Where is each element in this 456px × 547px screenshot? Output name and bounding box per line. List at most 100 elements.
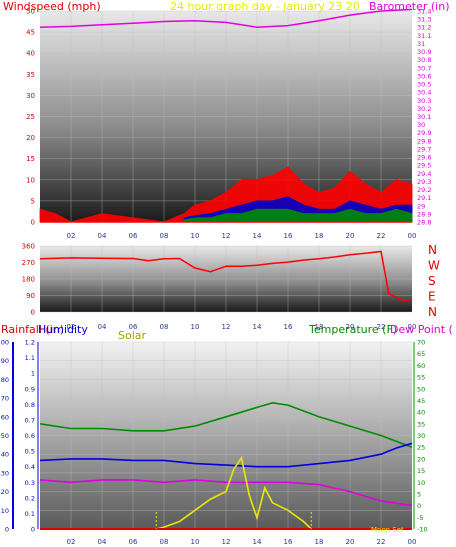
y-tick-label: 0.1: [25, 510, 35, 518]
series-area: [39, 166, 413, 223]
y-tick-label: 30.1: [417, 113, 431, 121]
x-tick-label: 04: [98, 323, 107, 331]
y-tick-label: 30: [1, 469, 9, 477]
y-tick-label: 50: [26, 8, 35, 16]
y-tick-label: 31.4: [417, 8, 431, 16]
x-tick-label: 06: [129, 232, 138, 240]
x-tick-label: 16: [284, 232, 293, 240]
y-tick-label: 5: [417, 490, 421, 498]
y-tick-label: 0: [31, 219, 35, 227]
y-tick-label: 50: [417, 385, 425, 393]
y-tick-label: 0.6: [25, 432, 35, 440]
y-tick-label: 80: [1, 376, 9, 384]
x-tick-label: 02: [67, 538, 76, 546]
compass-label: E: [428, 290, 436, 304]
y-tick-label: 5: [31, 197, 35, 205]
y-tick-label: 360: [22, 243, 35, 251]
y-tick-label: 40: [26, 50, 35, 58]
x-tick-label: 16: [284, 323, 293, 331]
y-tick-label: 0.8: [25, 401, 35, 409]
y-tick-label: 30.3: [417, 97, 431, 105]
y-tick-label: 10: [417, 479, 425, 487]
x-tick-label: 14: [253, 538, 262, 546]
y-tick-label: 40: [417, 409, 425, 417]
x-tick-label: 04: [98, 538, 107, 546]
legend-entry: Rainfall (in): [1, 323, 64, 336]
y-tick-label: 1.2: [25, 339, 35, 347]
y-tick-label: 31.3: [417, 16, 431, 24]
y-tick-label: 15: [26, 155, 35, 163]
compass-label: W: [428, 259, 440, 273]
y-tick-label: 0.7: [25, 416, 35, 424]
y-tick-label: 28.9: [417, 210, 431, 218]
y-tick-label: 30.7: [417, 64, 431, 72]
y-tick-label: 29.9: [417, 129, 431, 137]
legend-entry: Temperature (F): [308, 323, 397, 336]
x-tick-label: 14: [253, 323, 262, 331]
x-tick-label: 10: [191, 538, 200, 546]
compass-label: S: [428, 274, 436, 288]
legend-entry: Humidity: [38, 323, 88, 336]
x-tick-label: 20: [346, 323, 355, 331]
y-tick-label: -10: [417, 526, 428, 534]
y-tick-label: 20: [1, 488, 9, 496]
y-tick-label: 0: [417, 502, 421, 510]
x-tick-label: 10: [191, 232, 200, 240]
y-tick-label: 55: [417, 374, 425, 382]
series-line: [39, 250, 413, 302]
y-tick-label: 45: [417, 397, 425, 405]
y-tick-label: 70: [417, 339, 425, 347]
x-tick-label: 16: [284, 538, 293, 546]
panel3-humidity-ticks: 0 0.1 0.2 0.3 0.4 0.5 0.6 0.7 0.8 0.9 1 1.1 1.2: [25, 339, 35, 534]
compass-label: N: [428, 243, 437, 257]
x-tick-label: 08: [160, 538, 169, 546]
y-tick-label: 270: [22, 259, 35, 267]
x-tick-label: 02: [67, 323, 76, 331]
y-tick-label: 0.5: [25, 448, 35, 456]
y-tick-label: 180: [22, 276, 35, 284]
y-tick-label: 30.9: [417, 48, 431, 56]
x-tick-label: 22: [377, 323, 386, 331]
y-tick-label: 30.5: [417, 81, 431, 89]
y-tick-label: 29.8: [417, 137, 431, 145]
x-tick-label: 04: [98, 232, 107, 240]
y-tick-label: 25: [26, 113, 35, 121]
y-tick-label: 0: [5, 526, 9, 534]
x-tick-label: 12: [222, 232, 231, 240]
x-tick-label: 12: [222, 323, 231, 331]
y-tick-label: 29.3: [417, 178, 431, 186]
y-tick-label: 1.1: [25, 354, 35, 362]
y-tick-label: 90: [1, 357, 9, 365]
y-tick-label: 10: [26, 176, 35, 184]
y-tick-label: 70: [1, 395, 9, 403]
y-tick-label: 35: [26, 71, 35, 79]
moon-set-annotation: Moon Set: [371, 526, 404, 534]
panel3-left-ticks: 0 10 20 30 40 50 60 70 80 90 100: [0, 339, 9, 534]
y-tick-label: 30.6: [417, 72, 431, 80]
panel2-x-ticks: 02 04 06 08 10 12 14 16 18 20 22 00: [67, 323, 417, 331]
y-tick-label: 31: [417, 40, 425, 48]
y-tick-label: 15: [417, 467, 425, 475]
x-tick-label: 08: [160, 232, 169, 240]
y-tick-label: 1: [31, 370, 35, 378]
y-tick-label: 0.9: [25, 385, 35, 393]
panel3-x-ticks: 02 04 06 08 10 12 14 16 18 20 22 00: [67, 538, 417, 546]
y-tick-label: 45: [26, 29, 35, 37]
panel3-series: [39, 401, 413, 530]
panel2-series: [39, 250, 413, 302]
series-area: [183, 208, 413, 223]
x-tick-label: 00: [408, 538, 417, 546]
y-tick-label: 31.2: [417, 24, 431, 32]
y-tick-label: 20: [26, 134, 35, 142]
y-tick-label: 29: [417, 202, 425, 210]
y-tick-label: 30: [26, 92, 35, 100]
panel2-left-ticks: 0 90 180 270 360: [22, 243, 35, 317]
legend-entry: Solar: [118, 329, 147, 342]
y-tick-label: 29.2: [417, 186, 431, 194]
panel1-right-ticks: 28.828.92929.129.229.329.429.529.629.729…: [417, 8, 431, 227]
x-tick-label: 20: [346, 538, 355, 546]
y-tick-label: 30: [417, 121, 425, 129]
